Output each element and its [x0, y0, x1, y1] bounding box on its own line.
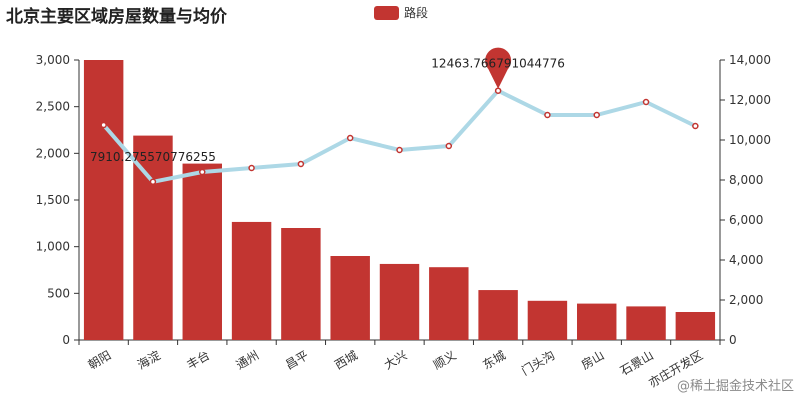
bar	[231, 221, 272, 340]
y-left-tick-label: 500	[47, 286, 70, 300]
bar	[429, 267, 469, 340]
line-point	[544, 111, 551, 119]
y-right-tick-label: 12,000	[729, 93, 771, 107]
legend-swatch-icon	[374, 5, 399, 20]
bar	[577, 303, 617, 340]
x-tick-label: 大兴	[382, 348, 410, 372]
bar	[281, 228, 321, 340]
x-tick-label: 朝阳	[86, 348, 114, 372]
max-pin-marker-icon	[485, 47, 512, 89]
y-right-tick-label: 0	[729, 333, 737, 347]
line-point	[396, 146, 403, 154]
legend[interactable]: 路段	[374, 4, 428, 21]
y-right-tick-label: 4,000	[729, 253, 763, 267]
x-tick-label: 西城	[332, 348, 360, 372]
y-left-tick-label: 3,000	[36, 53, 70, 67]
line-point	[149, 178, 157, 186]
y-left-tick-label: 2,000	[36, 146, 70, 160]
y-left-tick-label: 0	[62, 333, 70, 347]
min-value-label: 7910.275570776255	[90, 150, 216, 164]
line-point	[494, 87, 502, 94]
x-tick-label: 丰台	[184, 347, 212, 372]
line-point	[642, 98, 650, 106]
max-value-label: 12463.766791044776	[431, 57, 565, 71]
bar	[527, 300, 568, 340]
y-left-tick-label: 1,000	[36, 240, 70, 254]
x-tick-label: 海淀	[135, 347, 163, 372]
bar	[675, 312, 716, 340]
legend-label: 路段	[404, 6, 429, 20]
y-right-tick-label: 10,000	[729, 133, 771, 147]
y-right-tick-label: 8,000	[729, 173, 763, 187]
bar	[379, 263, 420, 340]
x-tick-label: 房山	[578, 347, 606, 372]
bar	[83, 60, 124, 340]
bar	[626, 306, 666, 340]
line-point	[297, 160, 305, 168]
x-tick-label: 东城	[480, 348, 508, 372]
bar	[478, 290, 518, 340]
chart-title: 北京主要区域房屋数量与均价	[6, 7, 227, 27]
line-point	[692, 122, 699, 130]
x-tick-label: 昌平	[283, 348, 311, 372]
y-left-tick-label: 1,500	[36, 193, 70, 207]
y-right-tick-label: 6,000	[729, 213, 763, 227]
line-point	[199, 168, 206, 176]
x-tick-label: 石景山	[618, 348, 656, 378]
line-point	[346, 134, 354, 142]
line-point	[248, 164, 255, 172]
line-point	[100, 121, 107, 129]
x-tick-label: 门头沟	[519, 347, 558, 378]
line-point	[593, 111, 600, 119]
x-tick-label: 顺义	[431, 348, 459, 372]
bar	[330, 256, 370, 340]
line-point	[445, 142, 453, 150]
y-right-tick-label: 14,000	[729, 53, 771, 67]
y-left-tick-label: 2,500	[36, 100, 70, 114]
watermark: @稀土掘金技术社区	[676, 379, 794, 394]
bar	[182, 163, 222, 340]
y-right-tick-label: 2,000	[729, 293, 763, 307]
x-tick-label: 通州	[234, 348, 262, 372]
